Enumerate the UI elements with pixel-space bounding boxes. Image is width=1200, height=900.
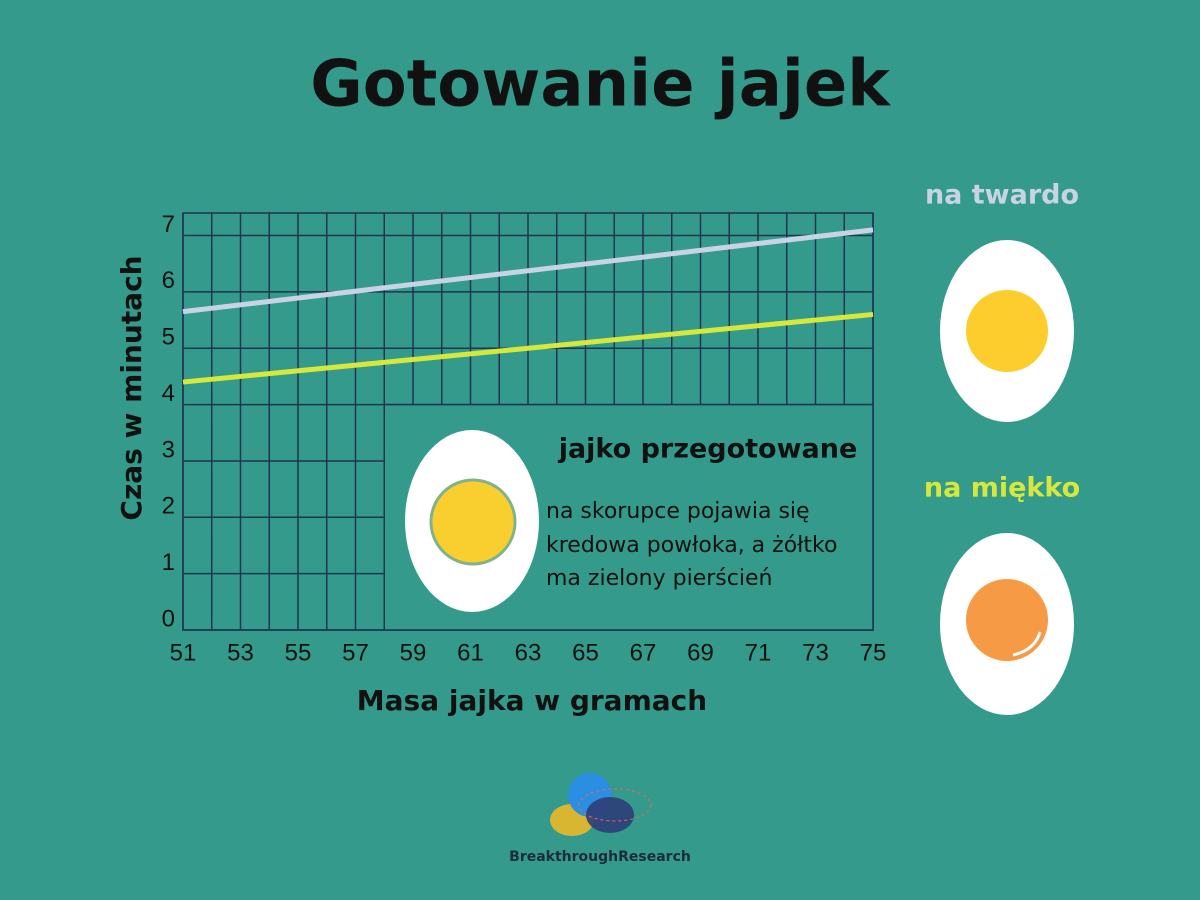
yolk [429, 478, 517, 566]
x-tick-label: 75 [860, 639, 887, 666]
logo: BreakthroughResearch [509, 773, 691, 865]
y-axis-label: Czas w minutach [115, 255, 148, 520]
y-tick-label: 5 [162, 324, 175, 351]
y-tick-label: 3 [162, 436, 175, 463]
x-tick-label: 65 [572, 639, 599, 666]
legend: na twardo na miękko [924, 180, 1080, 504]
yolk [966, 290, 1048, 372]
y-tick-label: 0 [162, 605, 175, 632]
x-tick-label: 61 [457, 639, 484, 666]
yolk-shine [1012, 631, 1042, 657]
annotation-title: jajko przegotowane [558, 434, 858, 465]
x-tick-label: 63 [515, 639, 542, 666]
legend-label: na twardo [925, 180, 1079, 211]
x-tick-label: 55 [285, 639, 312, 666]
series-line [182, 311, 874, 385]
annotation-text: na skorupce pojawia się [546, 499, 810, 524]
x-tick-label: 67 [630, 639, 657, 666]
x-tick-label: 71 [745, 639, 772, 666]
y-tick-label: 6 [162, 267, 175, 294]
x-tick-label: 57 [342, 639, 369, 666]
series-line [182, 227, 874, 315]
y-tick-label: 1 [162, 549, 175, 576]
x-tick-label: 53 [227, 639, 254, 666]
x-tick-label: 51 [170, 639, 197, 666]
logo-text: BreakthroughResearch [509, 849, 691, 865]
chart-title: Gotowanie jajek [310, 48, 891, 122]
x-tick-label: 59 [400, 639, 427, 666]
yolk [966, 579, 1048, 661]
x-tick-label: 69 [687, 639, 714, 666]
y-tick-label: 7 [162, 211, 175, 238]
annotation-text: ma zielony pierścień [546, 566, 772, 591]
y-tick-label: 2 [162, 493, 175, 520]
legend-label: na miękko [924, 473, 1080, 504]
x-tick-label: 73 [802, 639, 829, 666]
annotation-text: kredowa powłoka, a żółtko [546, 533, 837, 558]
lines [182, 227, 874, 385]
x-axis-label: Masa jajka w gramach [357, 684, 707, 717]
y-tick-label: 4 [162, 380, 175, 407]
